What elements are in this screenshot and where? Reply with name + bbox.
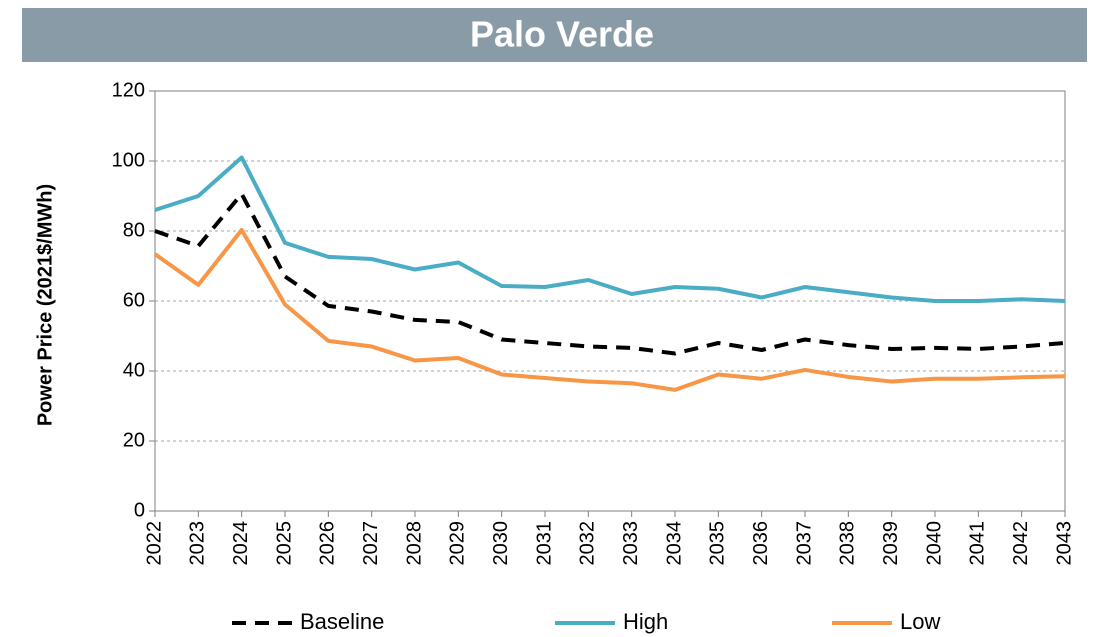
x-tick-label: 2043: [1053, 521, 1075, 566]
legend-label: Low: [900, 609, 940, 634]
x-tick-label: 2027: [360, 521, 382, 566]
x-tick-label: 2035: [707, 521, 729, 566]
y-axis-label: Power Price (2021$/MWh): [34, 184, 56, 426]
x-tick-label: 2036: [750, 521, 772, 566]
x-tick-label: 2030: [490, 521, 512, 566]
x-tick-label: 2023: [187, 521, 209, 566]
y-tick-label: 20: [123, 429, 145, 451]
x-tick-label: 2039: [880, 521, 902, 566]
y-tick-label: 80: [123, 219, 145, 241]
x-tick-label: 2038: [837, 521, 859, 566]
x-tick-label: 2026: [317, 521, 339, 566]
x-tick-label: 2041: [967, 521, 989, 566]
legend-label: High: [623, 609, 668, 634]
x-tick-label: 2040: [923, 521, 945, 566]
chart-title: Palo Verde: [470, 14, 654, 55]
x-tick-label: 2022: [143, 521, 165, 566]
x-tick-label: 2034: [663, 521, 685, 566]
series-line: [153, 227, 1066, 392]
x-tick-label: 2042: [1010, 521, 1032, 566]
title-banner: [22, 8, 1087, 62]
y-tick-label: 60: [123, 289, 145, 311]
y-tick-label: 100: [112, 149, 145, 171]
series-line: [154, 191, 1066, 356]
x-tick-label: 2029: [447, 521, 469, 566]
x-tick-label: 2032: [577, 521, 599, 566]
x-tick-label: 2028: [403, 521, 425, 566]
legend-label: Baseline: [300, 609, 384, 634]
y-tick-label: 120: [112, 79, 145, 101]
x-tick-label: 2037: [793, 521, 815, 566]
x-tick-label: 2024: [230, 521, 252, 566]
x-tick-label: 2033: [620, 521, 642, 566]
series-line: [154, 155, 1066, 303]
x-tick-label: 2025: [273, 521, 295, 566]
y-tick-label: 40: [123, 359, 145, 381]
y-tick-label: 0: [134, 499, 145, 521]
x-tick-label: 2031: [533, 521, 555, 566]
